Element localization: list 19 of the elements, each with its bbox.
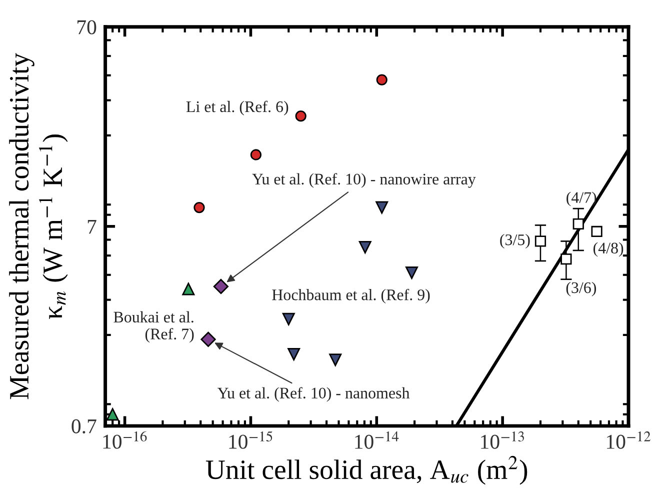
y-tick-label: 70 (78, 20, 96, 34)
annotation: (3/5) (500, 234, 530, 248)
x-tick-label: 10$^{−15}$ (229, 431, 272, 449)
annotation: (4/8) (593, 242, 624, 257)
annotation: Li et al. (Ref. 6) (186, 100, 288, 116)
y-tick-label: 0.7 (72, 419, 96, 434)
annotation: Hochbaum et al. (Ref. 9) (272, 288, 430, 304)
annotation: Yu et al. (Ref. 10) - nanowire array (252, 173, 476, 188)
y-tick-label: 7 (88, 220, 96, 234)
annotation: Boukai et al. (Ref. 7) (114, 311, 194, 343)
x-axis-title: Unit cell solid area, A$_{uc}$ (m$^{2}$) (206, 456, 528, 485)
annotation: Yu et al. (Ref. 10) - nanomesh (217, 387, 410, 402)
x-tick-label: 10$^{−14}$ (355, 431, 399, 449)
y-axis-title: Measured thermal conductivity κ$_{m}$ (W m$^{−1}$ K$^{−1}$) (9, 52, 68, 400)
annotation: (3/6) (566, 282, 596, 296)
annotation: (4/7) (566, 192, 596, 206)
x-tick-label: 10$^{−12}$ (606, 431, 651, 449)
x-tick-label: 10$^{−16}$ (103, 431, 147, 449)
x-tick-label: 10$^{−13}$ (481, 431, 524, 449)
